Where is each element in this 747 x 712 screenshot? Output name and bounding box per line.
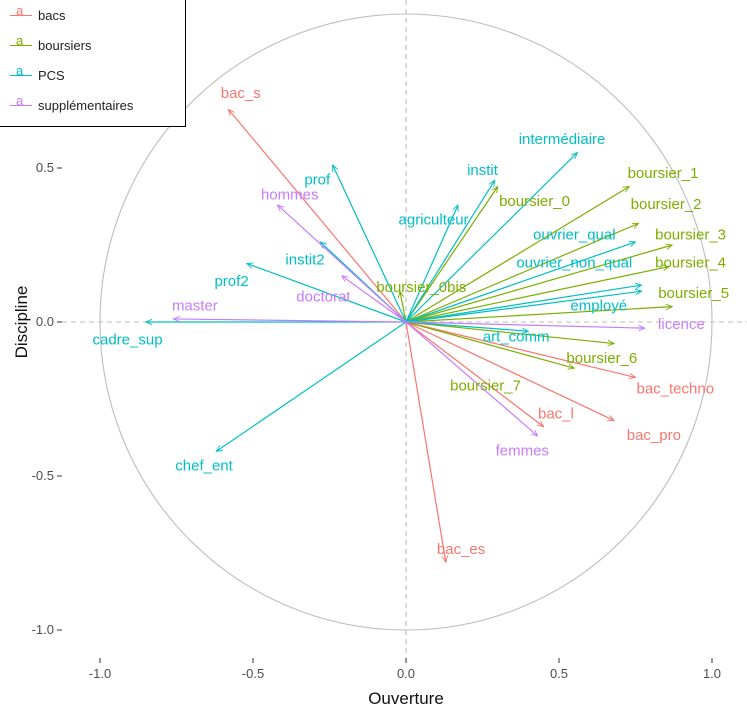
arrow-boursier_0 xyxy=(405,186,498,323)
arrow-doctorat xyxy=(342,276,407,323)
label-bac_es: bac_es xyxy=(437,541,485,558)
label-intermédiaire: intermédiaire xyxy=(519,131,606,148)
label-doctorat: doctorat xyxy=(296,288,351,305)
label-boursier_4: boursier_4 xyxy=(655,254,726,271)
label-boursier_6: boursier_6 xyxy=(566,350,637,367)
label-licence: licence xyxy=(658,316,705,333)
label-boursier_3: boursier_3 xyxy=(655,227,726,244)
x-axis-label: Ouverture xyxy=(368,689,444,708)
arrow-instit xyxy=(405,180,495,323)
legend-key-icon: a xyxy=(10,64,32,83)
arrow-boursier_6 xyxy=(405,321,614,344)
legend-key-icon: a xyxy=(10,94,32,113)
label-chef_ent: chef_ent xyxy=(175,458,233,475)
legend-item-boursiers: a boursiers xyxy=(10,34,92,55)
arrow-boursier_2 xyxy=(405,223,639,323)
arrow-boursier_5 xyxy=(405,307,672,323)
arrow-boursier_4 xyxy=(405,267,669,323)
label-bac_l: bac_l xyxy=(538,405,574,422)
legend-key-icon: a xyxy=(10,34,32,53)
x-tick-label: -1.0 xyxy=(89,666,111,681)
arrow-agriculteur xyxy=(405,205,459,323)
arrow-bac_pro xyxy=(405,321,614,422)
label-boursier_1: boursier_1 xyxy=(628,165,699,182)
label-boursier_5: boursier_5 xyxy=(658,285,729,302)
arrow-prof2 xyxy=(247,263,407,323)
legend: a bacs a boursiers a PCS a supplémentair… xyxy=(0,0,186,127)
x-tick-label: 1.0 xyxy=(703,666,721,681)
arrow-employé xyxy=(405,291,642,323)
label-bac_s: bac_s xyxy=(221,85,261,102)
label-boursier_0: boursier_0 xyxy=(499,193,570,210)
label-instit: instit xyxy=(467,162,499,179)
label-ouvrier_qual: ouvrier_qual xyxy=(533,227,616,244)
legend-label: boursiers xyxy=(38,37,92,53)
arrow-prof xyxy=(332,165,407,323)
arrow-ouvrier_non_qual xyxy=(405,285,642,323)
label-bac_techno: bac_techno xyxy=(636,381,714,398)
label-boursier_7: boursier_7 xyxy=(450,378,521,395)
legend-item-supplementaires: a supplémentaires xyxy=(10,94,134,115)
label-agriculteur: agriculteur xyxy=(399,211,469,228)
arrow-bac_l xyxy=(405,321,544,427)
label-hommes: hommes xyxy=(261,187,319,204)
arrow-ouvrier_qual xyxy=(405,242,636,323)
label-boursier_2: boursier_2 xyxy=(631,196,702,213)
label-cadre_sup: cadre_sup xyxy=(93,331,163,348)
label-boursier_0bis: boursier_0bis xyxy=(376,279,466,296)
arrow-bac_s xyxy=(229,109,407,323)
arrow-boursier_3 xyxy=(405,245,672,323)
legend-key-icon: a xyxy=(10,4,32,23)
arrow-boursier_0bis xyxy=(400,291,407,323)
arrow-bac_es xyxy=(405,321,446,562)
x-tick-label: -0.5 xyxy=(242,666,264,681)
legend-label: bacs xyxy=(38,7,66,23)
arrow-intermédiaire xyxy=(405,153,577,323)
y-tick-label: -0.5 xyxy=(32,468,54,483)
arrow-bac_techno xyxy=(405,321,636,377)
label-prof: prof xyxy=(304,171,331,188)
legend-item-pcs: a PCS xyxy=(10,64,65,85)
legend-label: supplémentaires xyxy=(38,97,134,113)
x-tick-label: 0.0 xyxy=(397,666,415,681)
label-ouvrier_non_qual: ouvrier_non_qual xyxy=(516,254,632,271)
y-tick-label: 0.5 xyxy=(36,160,54,175)
label-master: master xyxy=(172,298,218,315)
y-tick-label: 0.0 xyxy=(36,314,54,329)
label-femmes: femmes xyxy=(496,442,549,459)
arrow-hommes xyxy=(277,205,407,323)
arrow-chef_ent xyxy=(216,321,407,451)
label-art_comm: art_comm xyxy=(483,328,550,345)
label-prof2: prof2 xyxy=(214,273,248,290)
legend-label: PCS xyxy=(38,67,65,83)
label-bac_pro: bac_pro xyxy=(627,427,681,444)
arrow-boursier_1 xyxy=(405,186,629,323)
arrow-licence xyxy=(405,321,645,328)
arrow-master xyxy=(173,319,407,323)
label-instit2: instit2 xyxy=(285,251,324,268)
y-tick-label: -1.0 xyxy=(32,622,54,637)
arrow-boursier_7 xyxy=(405,321,574,368)
arrow-art_comm xyxy=(405,321,528,331)
arrow-femmes xyxy=(405,321,538,436)
legend-item-bacs: a bacs xyxy=(10,4,66,25)
x-tick-label: 0.5 xyxy=(550,666,568,681)
y-axis-label: Discipline xyxy=(12,286,31,359)
label-employé: employé xyxy=(570,298,627,315)
